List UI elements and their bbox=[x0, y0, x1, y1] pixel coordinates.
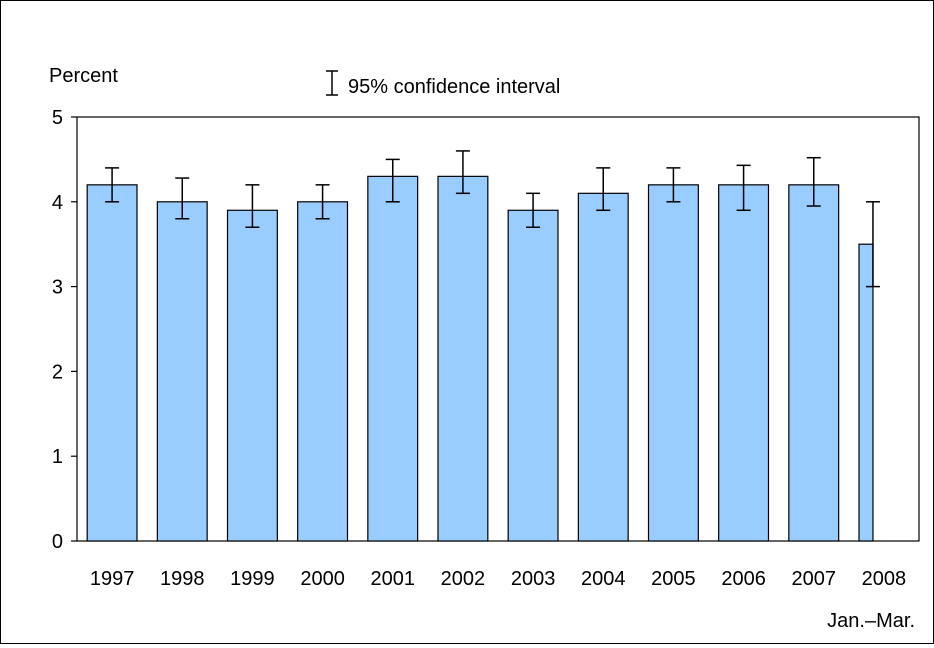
x-tick-label: 2007 bbox=[792, 568, 837, 590]
bar-1997 bbox=[86, 184, 138, 542]
y-tick-label: 5 bbox=[52, 107, 63, 129]
y-tick-label: 4 bbox=[52, 192, 63, 214]
y-axis-label: Percent bbox=[49, 65, 118, 87]
bar-2005 bbox=[647, 184, 699, 542]
x-tick-label: 2004 bbox=[581, 568, 626, 590]
bar-2004 bbox=[577, 192, 629, 542]
x-axis-footnote: Jan.–Mar. bbox=[827, 610, 915, 632]
x-tick-label: 2002 bbox=[441, 568, 486, 590]
bar-2008 bbox=[858, 243, 874, 542]
x-tick-label: 2008 bbox=[862, 568, 907, 590]
x-tick-label: 2001 bbox=[371, 568, 416, 590]
x-tick-label: 2005 bbox=[651, 568, 696, 590]
y-tick-label: 0 bbox=[52, 531, 63, 553]
bar-1998 bbox=[156, 201, 208, 542]
bar-1999 bbox=[226, 209, 278, 542]
bar-2001 bbox=[367, 175, 419, 542]
y-tick-label: 2 bbox=[52, 361, 63, 383]
bar-2000 bbox=[297, 201, 349, 542]
bar-2006 bbox=[718, 184, 770, 542]
x-tick-label: 1999 bbox=[230, 568, 275, 590]
x-axis: 1997 1998 1999 2000 2001 2002 2003 2004 2005 2006… bbox=[90, 568, 906, 590]
x-tick-label: 1997 bbox=[90, 568, 135, 590]
y-axis: 0 1 2 3 4 5 bbox=[52, 107, 77, 553]
y-tick-label: 3 bbox=[52, 277, 63, 299]
x-tick-label: 1998 bbox=[160, 568, 205, 590]
bars bbox=[86, 175, 874, 542]
bar-2002 bbox=[437, 175, 489, 542]
error-bars bbox=[105, 150, 880, 288]
y-tick-label: 1 bbox=[52, 446, 63, 468]
x-tick-label: 2006 bbox=[721, 568, 766, 590]
legend: 95% confidence interval bbox=[326, 70, 560, 98]
x-tick-label: 2003 bbox=[511, 568, 556, 590]
bar-2003 bbox=[507, 209, 559, 542]
bar-2007 bbox=[788, 184, 840, 542]
plot-area bbox=[76, 116, 920, 542]
x-tick-label: 2000 bbox=[300, 568, 345, 590]
legend-label: 95% confidence interval bbox=[348, 76, 560, 98]
